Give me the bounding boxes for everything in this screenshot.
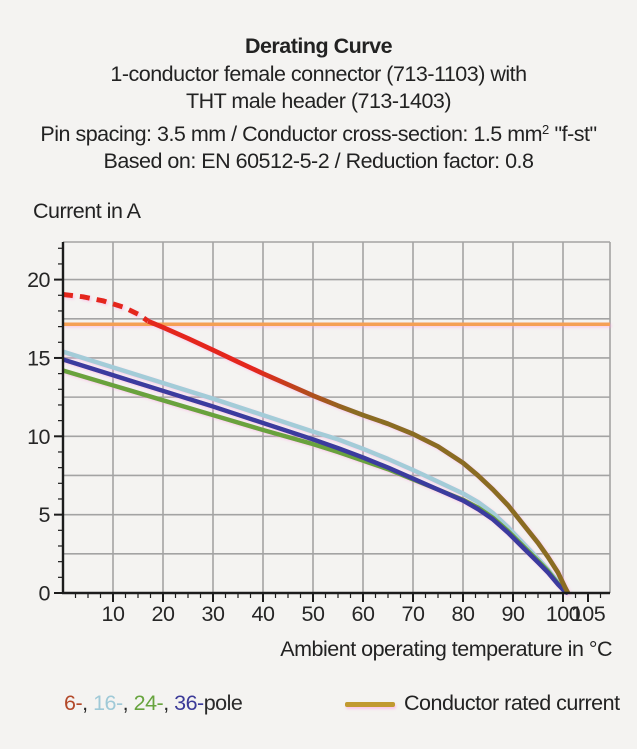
ticks xyxy=(54,247,602,602)
x-tick-label-60: 60 xyxy=(352,602,375,626)
subtitle-line-header: THT male header (713-1403) xyxy=(185,89,452,113)
curve-6-pole-above-rated xyxy=(62,292,150,324)
x-tick-label-50: 50 xyxy=(302,602,325,626)
legend-part-0: 6- xyxy=(64,691,83,715)
legend-part-1: , xyxy=(82,691,94,715)
legend-rated-current: Conductor rated current xyxy=(345,691,620,716)
legend-pole-counts: 6-, 16-, 24-, 36-pole xyxy=(64,691,243,716)
legend-part-3: , xyxy=(122,691,134,715)
chart-title: Derating Curve xyxy=(244,34,393,58)
x-axis-title: Ambient operating temperature in °C xyxy=(280,637,612,661)
x-tick-label-90: 90 xyxy=(502,602,525,626)
subtitle-line-pin-spacing: Pin spacing: 3.5 mm / Conductor cross-se… xyxy=(40,121,597,146)
title-block: Derating Curve 1-conductor female connec… xyxy=(0,33,637,176)
y-tick-label-20: 20 xyxy=(27,268,50,292)
legend-part-7: pole xyxy=(203,691,243,715)
x-tick-label-100: 100 xyxy=(546,602,581,626)
rated-current-label: Conductor rated current xyxy=(404,691,620,715)
x-tick-label-30: 30 xyxy=(202,602,225,626)
x-tick-label-20: 20 xyxy=(152,602,175,626)
superscript-2: 2 xyxy=(542,121,549,137)
grid xyxy=(63,241,611,593)
y-tick-label-0: 0 xyxy=(39,582,51,606)
rated-current-line-swatch xyxy=(345,702,395,707)
y-tick-label-10: 10 xyxy=(27,425,50,449)
y-tick-label-15: 15 xyxy=(27,346,50,370)
y-axis-title: Current in A xyxy=(33,199,141,223)
axes xyxy=(61,242,610,595)
legend-part-6: 36- xyxy=(174,691,204,715)
subtitle-line-connector: 1-conductor female connector (713-1103) … xyxy=(110,61,527,86)
curve-6-pole xyxy=(147,318,571,595)
x-tick-label-10: 10 xyxy=(102,602,125,626)
legend-part-5: , xyxy=(163,691,175,715)
curve-24-pole xyxy=(62,368,570,595)
curves xyxy=(62,292,610,596)
curve-36-pole xyxy=(62,357,569,596)
subtitle-line-standard: Based on: EN 60512-5-2 / Reduction facto… xyxy=(103,149,534,173)
legend-part-4: 24- xyxy=(133,691,164,715)
curve-16-pole xyxy=(62,349,570,595)
x-tick-label-40: 40 xyxy=(252,602,275,626)
y-tick-label-5: 5 xyxy=(39,503,51,527)
legend-part-2: 16- xyxy=(93,691,123,715)
x-tick-label-80: 80 xyxy=(452,602,475,626)
x-tick-label-105: 105 xyxy=(571,602,606,626)
x-tick-label-70: 70 xyxy=(402,602,425,626)
